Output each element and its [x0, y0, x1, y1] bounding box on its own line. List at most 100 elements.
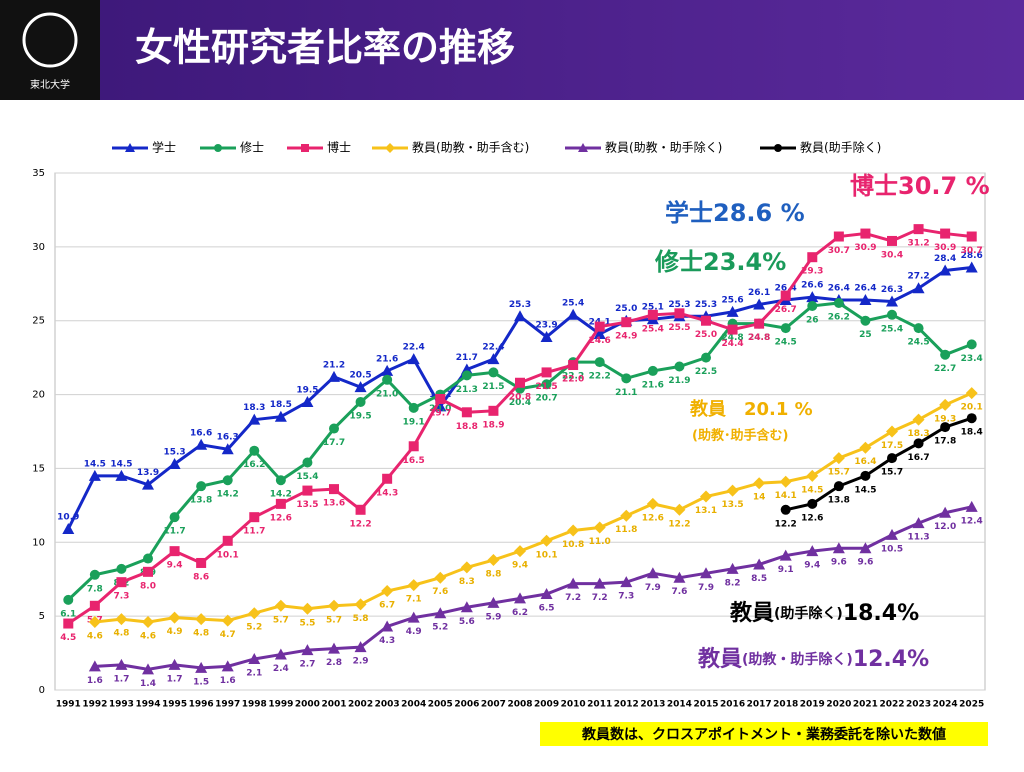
data-label: 4.7	[220, 630, 236, 640]
marker	[116, 563, 127, 574]
data-label: 31.2	[907, 239, 929, 249]
data-label: 28.6	[961, 251, 983, 261]
data-label: 17.7	[323, 438, 345, 448]
data-label: 18.5	[270, 400, 292, 410]
marker	[541, 379, 552, 390]
marker	[886, 528, 898, 540]
data-label: 7.6	[671, 587, 687, 597]
data-label: 7.2	[565, 593, 581, 603]
data-label: 21.7	[456, 353, 478, 363]
legend-item: 修士	[200, 140, 264, 155]
data-label: 24.5	[907, 338, 929, 348]
data-label: 6.7	[379, 601, 395, 611]
slide-title: 女性研究者比率の推移	[135, 26, 515, 70]
marker	[727, 324, 738, 335]
data-label: 26.2	[828, 312, 850, 322]
data-label: 13.8	[190, 496, 212, 506]
data-label: 25.5	[668, 323, 690, 333]
x-tick-label: 2022	[879, 700, 904, 710]
data-label: 26.6	[801, 281, 823, 291]
marker	[780, 504, 791, 515]
marker	[966, 413, 977, 424]
x-tick-label: 1999	[268, 700, 293, 710]
marker	[674, 361, 685, 372]
x-tick-label: 1994	[135, 700, 160, 710]
data-label: 30.7	[961, 246, 983, 256]
marker	[222, 535, 233, 546]
data-label: 15.3	[163, 447, 185, 457]
marker	[965, 261, 978, 273]
annotation: 教員(助教・助手除く)12.4%	[698, 646, 929, 672]
marker	[833, 231, 844, 242]
data-label: 24.8	[721, 333, 743, 343]
data-label: 5.2	[246, 623, 262, 633]
marker	[461, 407, 472, 418]
marker	[328, 642, 340, 654]
marker	[966, 339, 977, 350]
marker	[726, 305, 739, 317]
data-label: 10.5	[881, 544, 903, 554]
data-label: 21.6	[376, 354, 398, 364]
data-label: 19.5	[296, 385, 318, 395]
marker	[382, 374, 393, 385]
note-box	[540, 722, 988, 746]
marker	[407, 579, 420, 592]
data-label: 25.4	[642, 324, 664, 334]
data-label: 21.0	[376, 389, 398, 399]
data-label: 13.6	[323, 499, 345, 509]
legend-label: 教員(助手除く)	[800, 140, 881, 155]
data-label: 1.4	[140, 679, 156, 689]
data-label: 24.6	[589, 336, 611, 346]
marker	[832, 542, 845, 554]
y-tick-label: 0	[39, 685, 45, 696]
marker	[912, 517, 925, 529]
x-tick-label: 2012	[614, 700, 639, 710]
marker	[329, 423, 339, 434]
marker	[620, 576, 633, 588]
data-label: 8.5	[751, 574, 767, 584]
data-label: 7.3	[618, 592, 634, 602]
marker	[222, 475, 233, 486]
data-label: 5.7	[326, 615, 342, 625]
annotation-part: 教員	[730, 600, 774, 626]
data-label: 16.6	[190, 428, 212, 438]
x-tick-label: 2016	[720, 700, 745, 710]
data-label: 1.6	[220, 676, 236, 686]
data-label: 22.5	[695, 367, 717, 377]
data-label: 22.0	[562, 375, 584, 385]
marker	[965, 500, 978, 512]
marker	[832, 452, 845, 465]
x-tick-label: 2013	[640, 700, 665, 710]
x-tick-label: 2000	[295, 700, 320, 710]
data-label: 25.1	[642, 303, 664, 313]
marker	[488, 367, 499, 378]
x-tick-label: 1992	[82, 700, 107, 710]
marker	[540, 587, 553, 599]
data-label: 7.2	[592, 593, 608, 603]
marker	[274, 599, 287, 612]
marker	[249, 445, 260, 456]
legend-item: 教員(助教・助手除く)	[565, 140, 722, 155]
marker	[673, 571, 686, 583]
data-label: 11.8	[615, 525, 637, 535]
marker	[754, 318, 765, 329]
marker	[887, 309, 897, 320]
y-tick-label: 5	[39, 611, 45, 622]
series-line	[94, 391, 973, 624]
data-label: 8.3	[459, 577, 475, 587]
annotation-part: (助手除く)	[774, 605, 843, 622]
data-label: 21.5	[535, 382, 557, 392]
legend-label: 学士	[152, 140, 176, 155]
annotation-part: 18.4%	[843, 601, 919, 626]
x-tick-label: 2001	[321, 700, 346, 710]
data-label: 30.7	[828, 246, 850, 256]
annotation: 教員 20.1 %	[690, 398, 813, 420]
data-label: 10.8	[562, 540, 584, 550]
data-label: 12.6	[801, 513, 823, 523]
data-label: 30.4	[881, 250, 903, 260]
data-label: 8.8	[485, 570, 501, 580]
data-label: 15.7	[828, 468, 850, 478]
marker	[248, 652, 261, 664]
data-label: 28.4	[934, 254, 956, 264]
marker	[514, 592, 526, 604]
